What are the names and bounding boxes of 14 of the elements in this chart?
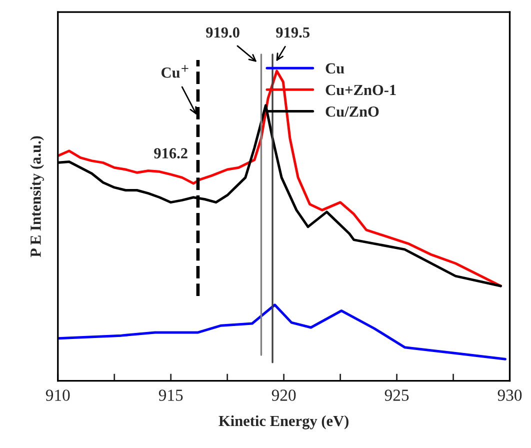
ref-line-label: 919.5 [276,27,310,38]
x-tick-label: 910 [46,390,70,401]
ref-line-label: 916.2 [154,148,188,159]
legend-label: Cu/ZnO [326,106,379,117]
x-tick-label: 930 [498,390,522,401]
ref-line-label: 919.0 [206,27,240,38]
x-tick-label: 925 [384,390,409,401]
y-axis-title: P E Intensity (a.u.) [30,136,44,258]
legend-label: Cu [326,63,344,74]
x-axis-title: Kinetic Energy (eV) [218,415,348,430]
x-tick-label: 920 [272,390,296,401]
x-tick-label: 915 [158,390,183,401]
legend-label: Cu+ZnO-1 [326,84,396,96]
annotation: Cu$^{+}$ [162,65,188,78]
